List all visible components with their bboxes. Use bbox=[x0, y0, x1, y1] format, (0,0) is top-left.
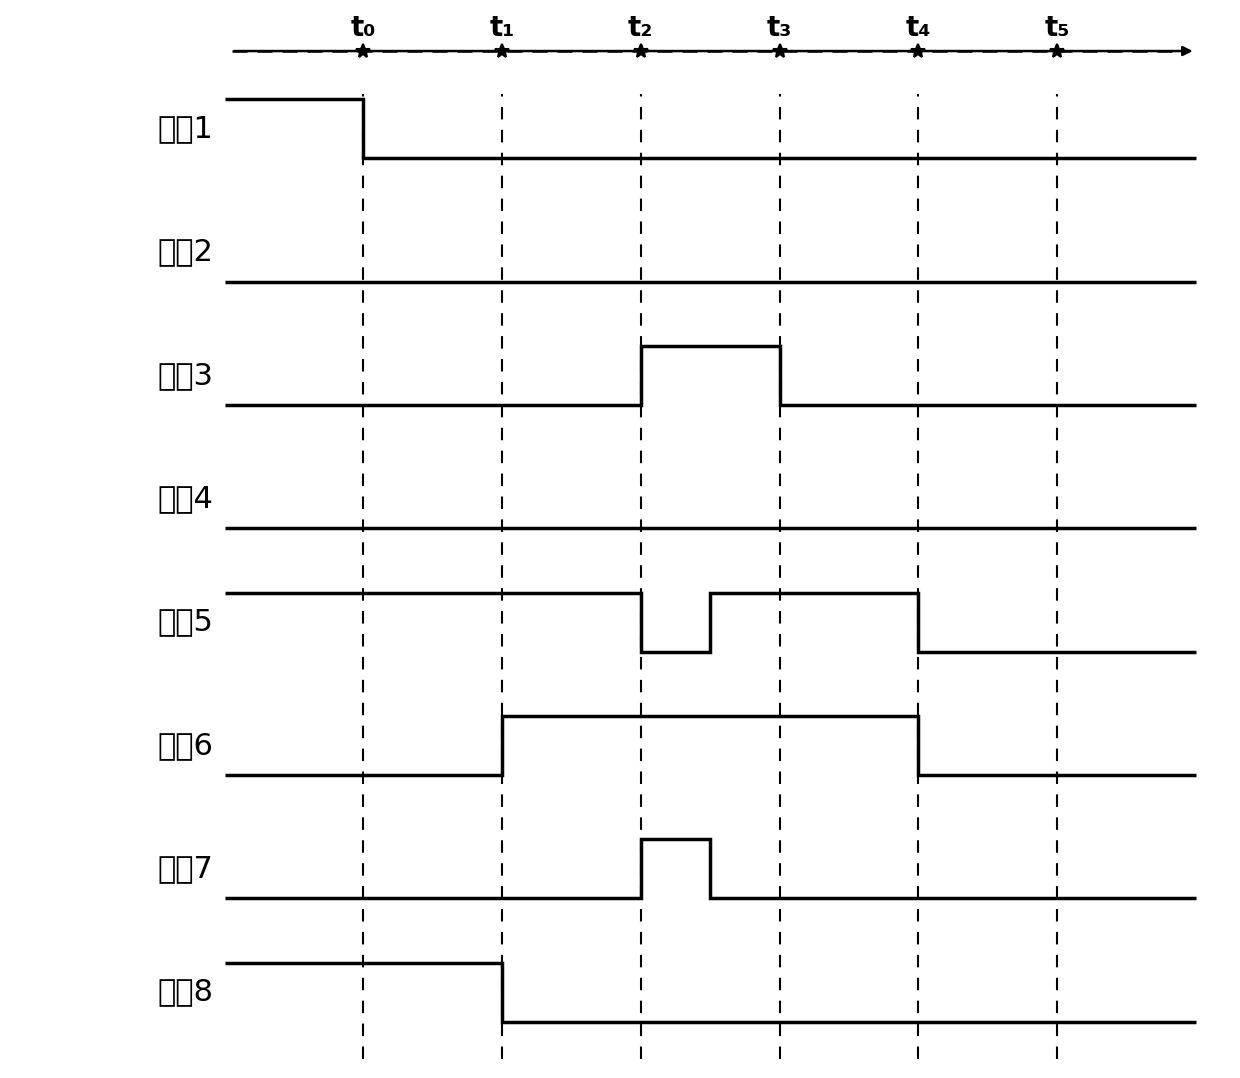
Text: 开关1: 开关1 bbox=[157, 114, 213, 143]
Text: t₀: t₀ bbox=[351, 14, 376, 42]
Text: 开关2: 开关2 bbox=[157, 237, 213, 266]
Text: 开关7: 开关7 bbox=[157, 854, 213, 883]
Text: 开关8: 开关8 bbox=[157, 978, 213, 1007]
Text: t₃: t₃ bbox=[766, 14, 792, 42]
Text: t₅: t₅ bbox=[1044, 14, 1070, 42]
Text: 开关6: 开关6 bbox=[157, 731, 213, 760]
Text: 开关4: 开关4 bbox=[157, 484, 213, 513]
Text: 开关5: 开关5 bbox=[157, 608, 213, 637]
Text: t₄: t₄ bbox=[905, 14, 931, 42]
Text: 开关3: 开关3 bbox=[157, 361, 213, 390]
Text: t₁: t₁ bbox=[490, 14, 515, 42]
Text: t₂: t₂ bbox=[629, 14, 653, 42]
